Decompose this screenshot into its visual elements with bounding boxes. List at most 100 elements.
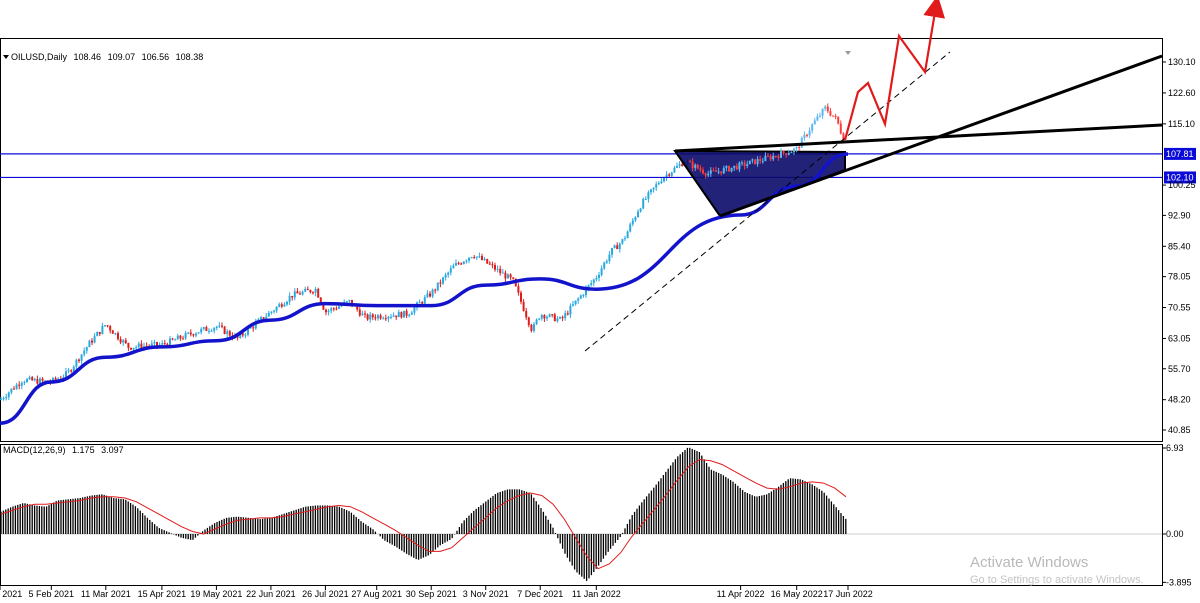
candle-body bbox=[67, 370, 70, 372]
candle-body bbox=[676, 165, 678, 168]
candle-body bbox=[499, 268, 502, 273]
candle-body bbox=[491, 264, 494, 266]
candle-body bbox=[564, 313, 567, 319]
candle-body bbox=[761, 160, 764, 162]
candle-body bbox=[725, 166, 728, 169]
candle-body bbox=[426, 293, 429, 298]
candle-body bbox=[605, 261, 608, 263]
symbol-dropdown-icon[interactable] bbox=[3, 55, 9, 59]
macd-histogram bbox=[0, 447, 847, 581]
candle-body bbox=[195, 333, 197, 336]
candle-body bbox=[387, 316, 390, 319]
candle-body bbox=[769, 156, 772, 160]
candle-body bbox=[819, 115, 821, 117]
candle-body bbox=[150, 343, 153, 347]
candle-body bbox=[361, 313, 364, 316]
candle-body bbox=[358, 309, 361, 316]
y-tick-label: 130.10 bbox=[1168, 57, 1196, 67]
candle-body bbox=[655, 184, 658, 188]
candle-body bbox=[252, 327, 255, 329]
candle-body bbox=[824, 106, 827, 109]
candle-body bbox=[795, 146, 798, 149]
y-tick-label: 55.70 bbox=[1168, 364, 1191, 374]
candle-body bbox=[668, 174, 671, 176]
candle-body bbox=[418, 302, 421, 304]
candle-body bbox=[579, 295, 582, 299]
candle-body bbox=[733, 165, 736, 168]
candle-body bbox=[114, 333, 117, 335]
candle-body bbox=[590, 283, 593, 286]
candle-body bbox=[488, 263, 491, 265]
symbol-header: OILUSD,Daily 108.46 109.07 106.56 108.38 bbox=[11, 52, 203, 62]
candle-body bbox=[829, 111, 832, 116]
macd-y-tick-label: 0.00 bbox=[1166, 529, 1184, 539]
candle-body bbox=[642, 199, 645, 209]
macd-header: MACD(12,26,9) 1.175 3.097 bbox=[3, 445, 124, 455]
candle-body bbox=[179, 335, 182, 339]
candle-body bbox=[140, 343, 143, 349]
candle-body bbox=[275, 306, 278, 311]
candle-body bbox=[174, 339, 177, 341]
x-tick-label: 11 Jan 2022 bbox=[572, 589, 621, 599]
candle-body bbox=[390, 316, 392, 318]
candle-body bbox=[582, 295, 585, 297]
candle-body bbox=[657, 183, 660, 185]
candle-body bbox=[101, 325, 104, 334]
candle-body bbox=[135, 346, 138, 348]
y-tick-label: 40.85 bbox=[1168, 425, 1191, 435]
candle-body bbox=[535, 319, 538, 325]
candle-body bbox=[249, 327, 252, 329]
candle-body bbox=[2, 398, 5, 400]
candle-body bbox=[470, 257, 473, 259]
candle-body bbox=[704, 173, 707, 176]
candle-body bbox=[746, 164, 749, 167]
candle-body bbox=[161, 343, 164, 345]
y-tick-label: 78.05 bbox=[1168, 272, 1191, 282]
y-tick-label: 115.10 bbox=[1168, 119, 1195, 129]
candle-body bbox=[192, 334, 195, 336]
candle-body bbox=[403, 310, 405, 318]
candle-body bbox=[397, 312, 400, 318]
candle-body bbox=[267, 312, 270, 317]
candle-body bbox=[408, 314, 411, 316]
candle-body bbox=[543, 315, 546, 319]
candle-body bbox=[816, 116, 819, 121]
candle-body bbox=[254, 322, 257, 329]
candle-body bbox=[429, 293, 431, 297]
price-high: 109.07 bbox=[108, 52, 136, 62]
macd-y-tick-label: 6.93 bbox=[1166, 443, 1184, 453]
candle-body bbox=[283, 304, 286, 307]
candle-body bbox=[124, 340, 127, 344]
candle-body bbox=[301, 291, 304, 295]
candle-body bbox=[603, 262, 606, 269]
candle-body bbox=[182, 338, 184, 340]
dashed-support-line bbox=[584, 51, 951, 352]
candle-body bbox=[678, 164, 681, 166]
candle-body bbox=[39, 378, 41, 384]
candle-body bbox=[26, 379, 28, 383]
candle-body bbox=[75, 359, 78, 367]
candle-body bbox=[327, 310, 330, 313]
candle-body bbox=[309, 290, 312, 293]
candle-body bbox=[660, 181, 663, 184]
candle-body bbox=[119, 339, 122, 343]
candle-body bbox=[520, 292, 522, 302]
y-tick-label: 48.20 bbox=[1168, 395, 1191, 405]
candle-body bbox=[444, 274, 447, 278]
candle-body bbox=[504, 272, 507, 279]
candle-body bbox=[153, 342, 156, 344]
candle-body bbox=[832, 115, 834, 117]
candle-body bbox=[764, 155, 767, 161]
candle-body bbox=[626, 231, 629, 239]
candle-body bbox=[122, 340, 125, 343]
macd-main-value: 1.175 bbox=[72, 445, 95, 455]
candle-body bbox=[130, 347, 132, 350]
candle-body bbox=[569, 305, 572, 315]
candle-body bbox=[842, 133, 845, 142]
candle-body bbox=[509, 274, 512, 278]
candle-body bbox=[608, 254, 611, 262]
candle-body bbox=[540, 315, 543, 319]
candle-body bbox=[96, 332, 99, 337]
candle-body bbox=[494, 265, 496, 270]
